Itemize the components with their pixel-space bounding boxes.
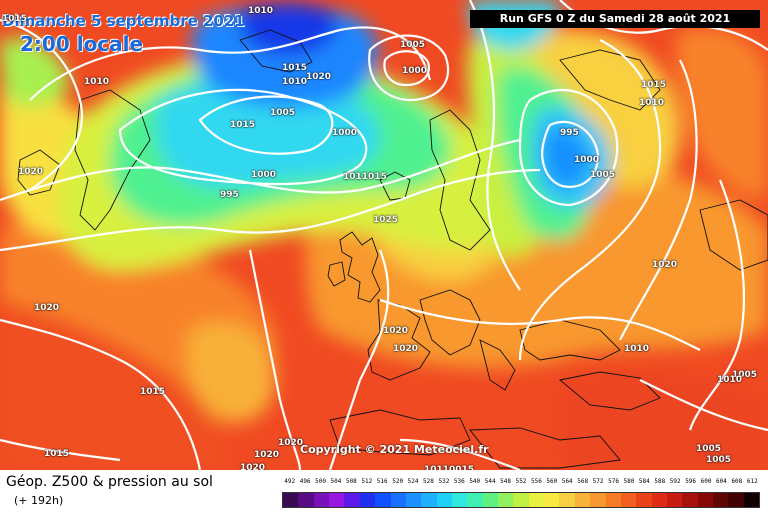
forecast-date: Dimanche 5 septembre 2021 <box>2 12 245 30</box>
legend-label: 556 <box>530 478 542 485</box>
legend-label: 500 <box>315 478 326 485</box>
legend-label: 584 <box>638 478 650 485</box>
legend-swatch <box>682 493 698 507</box>
legend-color-bar <box>282 492 760 508</box>
legend-swatch <box>559 493 575 507</box>
legend-swatch <box>636 493 652 507</box>
legend-swatch <box>590 493 606 507</box>
legend-swatch <box>498 493 514 507</box>
legend-label: 528 <box>423 478 434 485</box>
legend-swatch <box>451 493 468 507</box>
legend-label: 508 <box>345 478 357 485</box>
legend-swatch <box>666 493 683 507</box>
legend-label: 588 <box>654 478 666 485</box>
legend-swatch <box>620 493 637 507</box>
legend-swatch <box>359 493 376 507</box>
legend-swatch <box>713 493 729 507</box>
map-title: Géop. Z500 & pression au sol <box>6 474 213 490</box>
legend-label: 532 <box>438 478 450 485</box>
legend-swatch <box>405 493 422 507</box>
legend-swatch <box>513 493 529 507</box>
legend-swatch <box>728 493 744 507</box>
legend-swatch <box>528 493 545 507</box>
forecast-local-time: 2:00 locale <box>20 32 144 56</box>
legend-swatch <box>298 493 314 507</box>
coastlines <box>17 29 768 469</box>
legend-label: 524 <box>407 478 419 485</box>
legend-swatch <box>697 493 714 507</box>
legend-label: 600 <box>700 478 712 485</box>
legend-label: 512 <box>361 478 373 485</box>
run-info-banner: Run GFS 0 Z du Samedi 28 août 2021 <box>470 10 760 28</box>
copyright-notice: Copyright © 2021 Meteociel.fr <box>300 443 489 456</box>
legend-label: 608 <box>731 478 743 485</box>
legend-label: 568 <box>577 478 589 485</box>
legend-swatch <box>344 493 360 507</box>
legend-label: 520 <box>392 478 404 485</box>
legend-label: 580 <box>623 478 635 485</box>
legend-label: 504 <box>330 478 342 485</box>
legend-swatch <box>467 493 483 507</box>
legend-swatch <box>482 493 499 507</box>
legend-swatch <box>574 493 591 507</box>
footer: Géop. Z500 & pression au sol (+ 192h) 49… <box>0 470 768 512</box>
legend-label: 544 <box>484 478 496 485</box>
legend-label: 576 <box>608 478 619 485</box>
legend-swatch <box>313 493 330 507</box>
legend-label: 548 <box>500 478 511 485</box>
legend-label: 516 <box>376 478 388 485</box>
legend-label: 572 <box>592 478 604 485</box>
legend-label: 596 <box>685 478 697 485</box>
legend-label: 540 <box>469 478 481 485</box>
legend-label: 492 <box>284 478 296 485</box>
legend-swatch <box>743 493 760 507</box>
color-legend: 492 496 500 504 508 512 516 520 524 528 532 536 540 5… <box>282 478 760 510</box>
legend-label: 536 <box>453 478 465 485</box>
legend-swatch <box>329 493 345 507</box>
legend-swatch <box>544 493 560 507</box>
legend-label: 604 <box>716 478 727 485</box>
legend-swatch <box>375 493 391 507</box>
geopotential-field <box>0 0 768 470</box>
weather-map: Dimanche 5 septembre 2021 2:00 locale Ru… <box>0 0 768 470</box>
legend-swatch <box>390 493 406 507</box>
legend-swatch <box>283 493 299 507</box>
legend-label: 552 <box>515 478 527 485</box>
forecast-range: (+ 192h) <box>14 494 64 507</box>
legend-label: 564 <box>561 478 573 485</box>
legend-swatch <box>436 493 452 507</box>
legend-label: 496 <box>299 478 311 485</box>
legend-swatch <box>651 493 667 507</box>
legend-label: 592 <box>669 478 681 485</box>
legend-label: 560 <box>546 478 558 485</box>
legend-label: 612 <box>746 478 758 485</box>
isobar-lines <box>0 0 768 470</box>
legend-swatch <box>605 493 621 507</box>
legend-labels: 492 496 500 504 508 512 516 520 524 528 532 536 540 5… <box>282 478 760 488</box>
legend-swatch <box>421 493 437 507</box>
